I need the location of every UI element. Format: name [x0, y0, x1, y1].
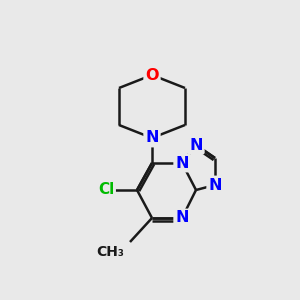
- Text: N: N: [208, 178, 222, 193]
- Text: O: O: [145, 68, 159, 82]
- Text: N: N: [175, 155, 189, 170]
- Text: N: N: [175, 211, 189, 226]
- Text: N: N: [189, 137, 203, 152]
- Text: Cl: Cl: [98, 182, 114, 197]
- Text: N: N: [145, 130, 159, 146]
- Text: CH₃: CH₃: [96, 245, 124, 259]
